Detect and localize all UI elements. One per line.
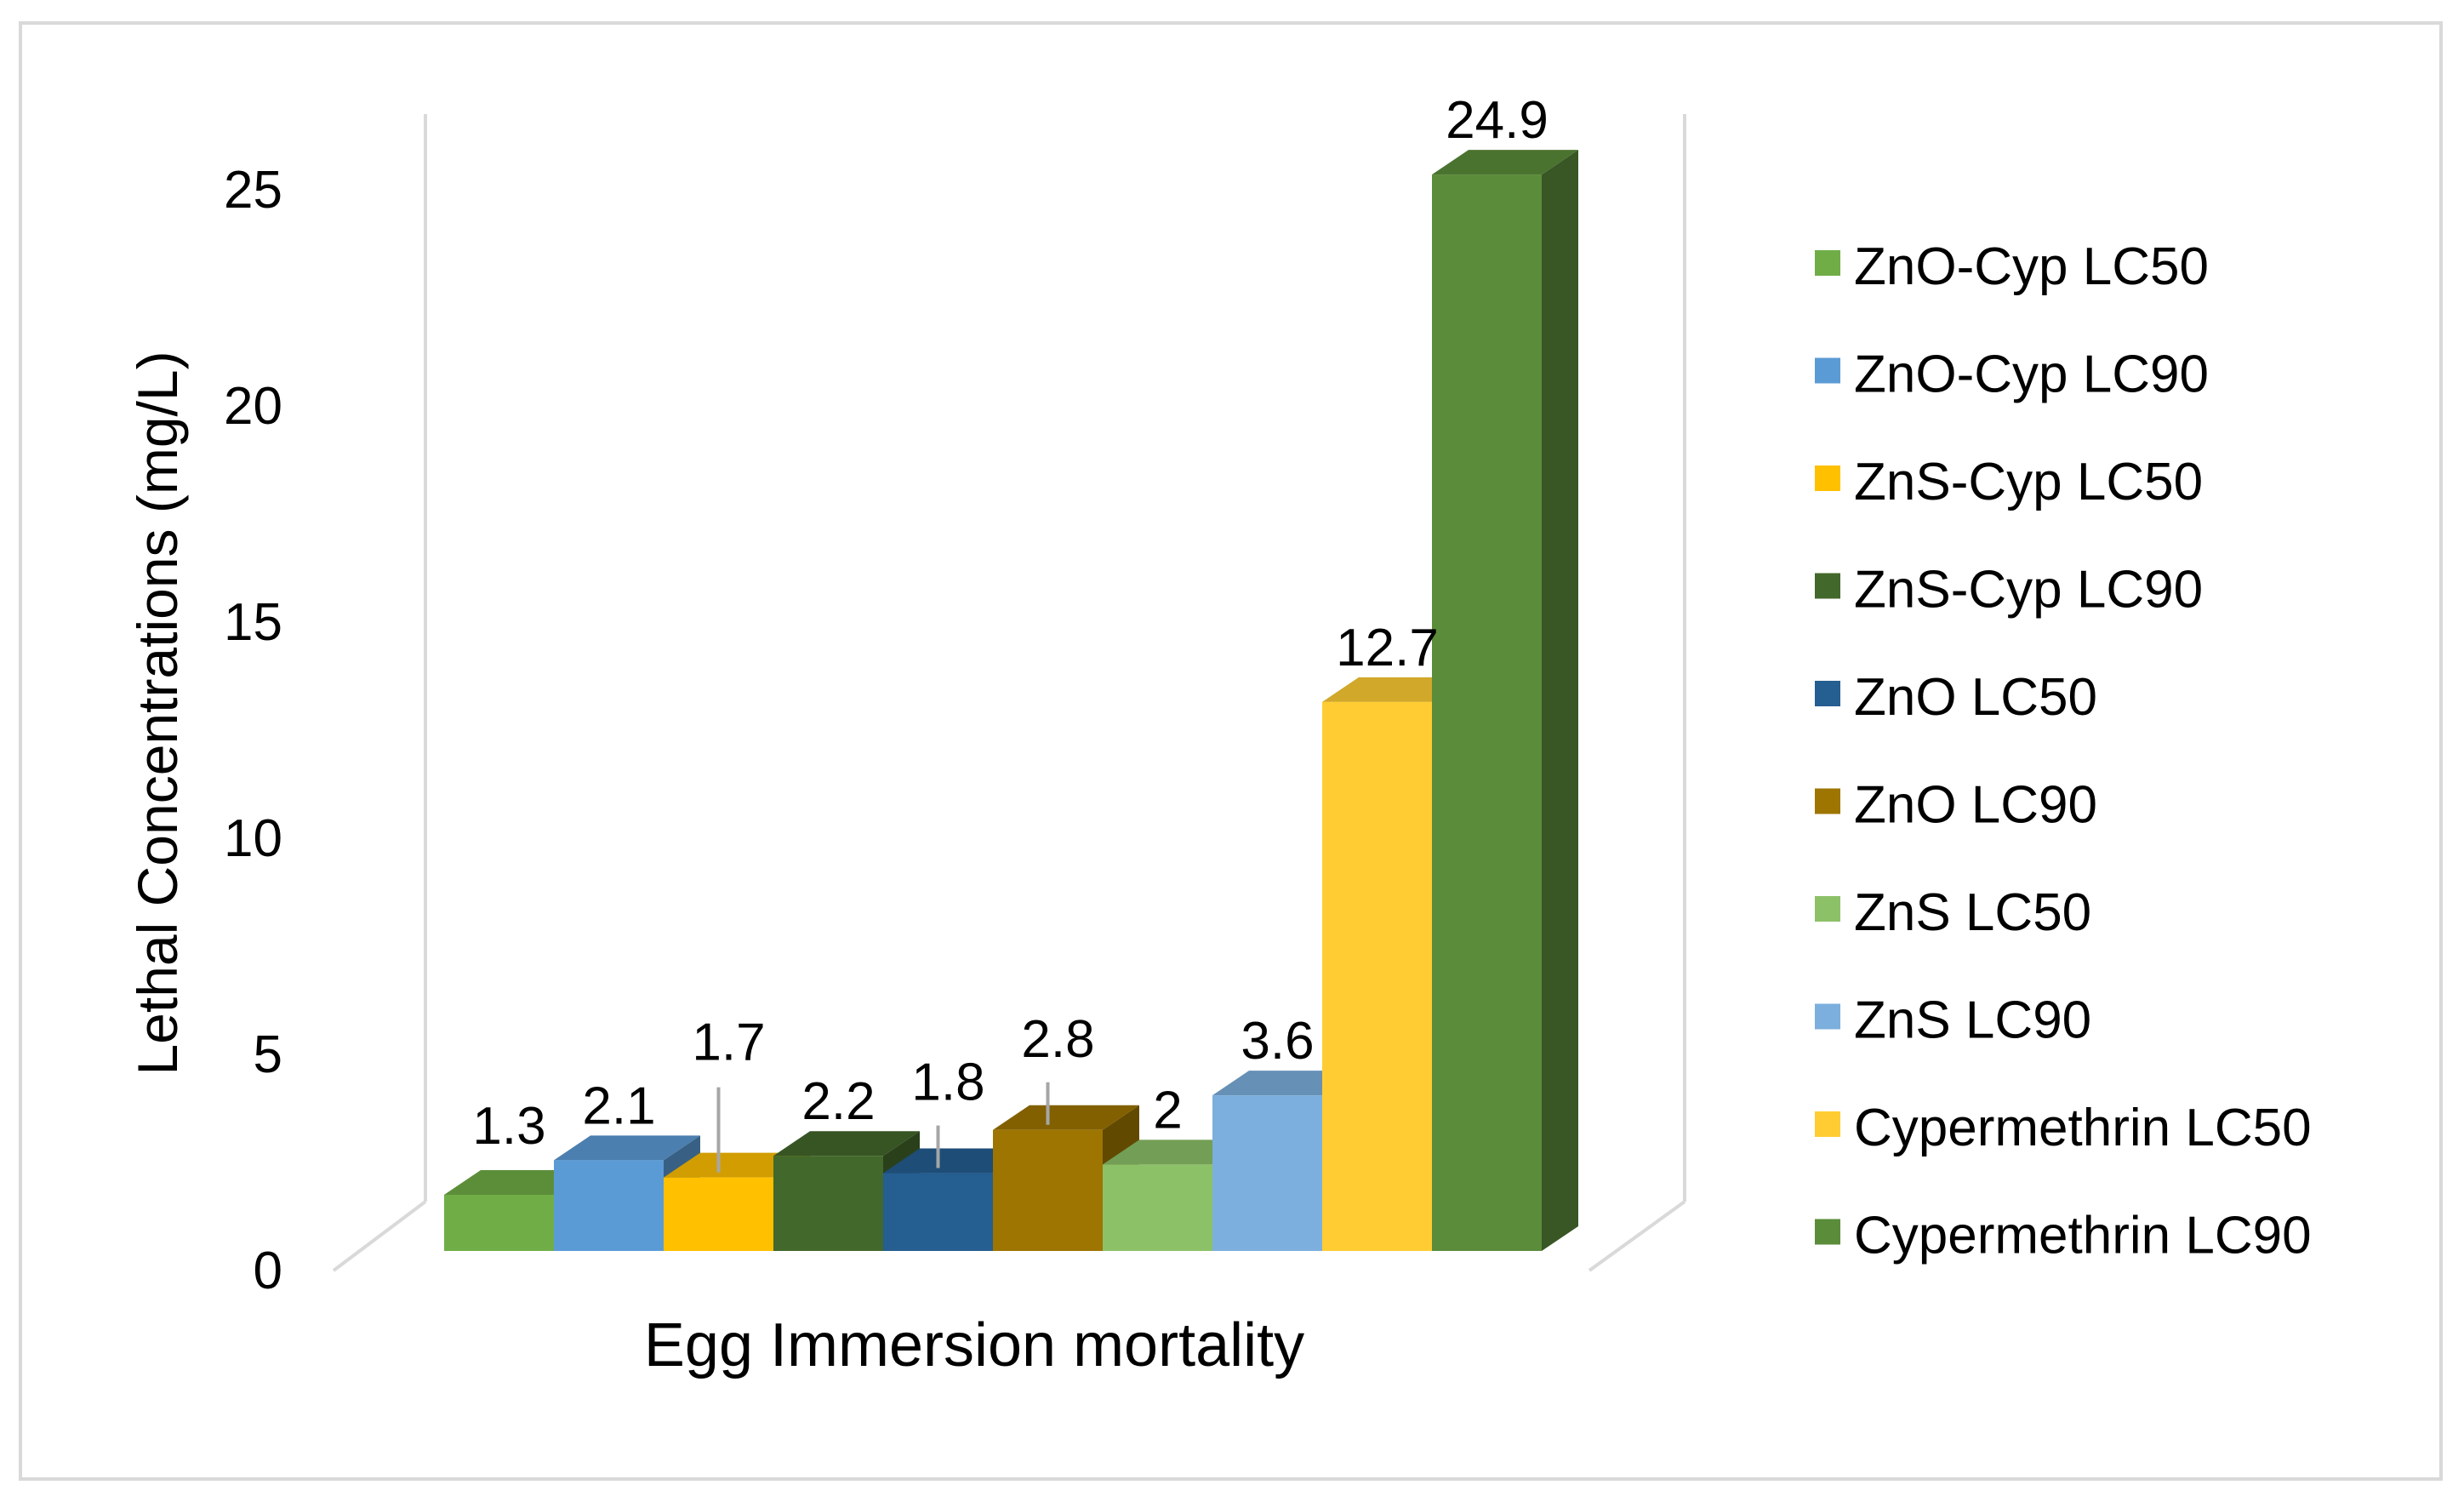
legend-item: ZnO LC90 bbox=[1815, 776, 2097, 835]
y-tick-label: 25 bbox=[224, 161, 282, 220]
bar-side bbox=[1542, 150, 1578, 1252]
data-label: 2 bbox=[1153, 1081, 1182, 1139]
bar-front bbox=[993, 1129, 1103, 1251]
legend-item: Cypermethrin LC90 bbox=[1815, 1207, 2312, 1265]
data-label: 2.1 bbox=[582, 1077, 655, 1135]
legend-item: ZnO-Cyp LC50 bbox=[1815, 237, 2209, 296]
legend-label: ZnO LC50 bbox=[1854, 668, 2097, 727]
legend-label: ZnO-Cyp LC90 bbox=[1854, 346, 2209, 404]
legend-swatch bbox=[1815, 1219, 1840, 1245]
legend-item: ZnS-Cyp LC50 bbox=[1815, 453, 2203, 511]
bar-top bbox=[993, 1105, 1139, 1130]
legend-item: ZnS LC50 bbox=[1815, 883, 2091, 942]
bar-front bbox=[883, 1173, 993, 1251]
legend-swatch bbox=[1815, 250, 1840, 276]
legend-item: ZnO LC50 bbox=[1815, 668, 2097, 727]
legend: ZnO-Cyp LC50 ZnO-Cyp LC90 ZnS-Cyp LC50 ZnS-… bbox=[1815, 237, 2312, 1265]
legend-label: ZnS-Cyp LC90 bbox=[1854, 561, 2203, 620]
legend-swatch bbox=[1815, 357, 1840, 384]
data-label: 1.3 bbox=[472, 1097, 545, 1156]
data-label: 12.7 bbox=[1336, 619, 1439, 677]
bar-front bbox=[554, 1160, 664, 1251]
legend-label: ZnO-Cyp LC50 bbox=[1854, 237, 2209, 296]
bar-front bbox=[1103, 1164, 1212, 1251]
legend-swatch bbox=[1815, 788, 1840, 814]
legend-label: Cypermethrin LC50 bbox=[1854, 1099, 2312, 1157]
floor-right-edge bbox=[1588, 1200, 1686, 1272]
plot-walls bbox=[332, 114, 1686, 1272]
data-label: 2.8 bbox=[1021, 1010, 1094, 1069]
legend-swatch bbox=[1815, 1111, 1840, 1137]
legend-swatch bbox=[1815, 681, 1840, 706]
y-tick-label: 10 bbox=[224, 809, 282, 868]
legend-label: ZnS LC50 bbox=[1854, 883, 2091, 942]
legend-label: ZnS-Cyp LC50 bbox=[1854, 453, 2203, 511]
legend-label: ZnS LC90 bbox=[1854, 991, 2091, 1050]
data-label: 24.9 bbox=[1446, 91, 1549, 150]
data-label: 1.7 bbox=[692, 1014, 765, 1072]
bar-top bbox=[554, 1135, 700, 1161]
floor-left-edge bbox=[332, 1200, 427, 1272]
y-tick-label: 5 bbox=[254, 1025, 282, 1084]
bar-front bbox=[773, 1156, 883, 1251]
data-label: 1.8 bbox=[911, 1054, 984, 1112]
legend-swatch bbox=[1815, 465, 1840, 491]
bar-front bbox=[444, 1194, 554, 1251]
bar-cypermethrin-lc90 bbox=[1432, 150, 1578, 1252]
y-tick-label: 15 bbox=[224, 593, 282, 652]
bar-front bbox=[1432, 174, 1542, 1252]
x-axis-title: Egg Immersion mortality bbox=[644, 1311, 1304, 1379]
legend-item: ZnO-Cyp LC90 bbox=[1815, 346, 2209, 404]
y-tick-label: 0 bbox=[254, 1242, 282, 1300]
data-labels: 1.3 2.1 1.7 2.2 1.8 2.8 2 3.6 12.7 24.9 bbox=[472, 91, 1548, 1156]
legend-item: Cypermethrin LC50 bbox=[1815, 1099, 2312, 1157]
legend-swatch bbox=[1815, 896, 1840, 922]
bar-top bbox=[1432, 150, 1578, 175]
legend-item: ZnS-Cyp LC90 bbox=[1815, 561, 2203, 620]
bar-front bbox=[664, 1177, 773, 1251]
bar-front bbox=[1212, 1095, 1322, 1251]
bar-top bbox=[773, 1131, 920, 1156]
data-label: 2.2 bbox=[801, 1072, 875, 1131]
data-label: 3.6 bbox=[1241, 1012, 1314, 1071]
bars bbox=[444, 150, 1578, 1252]
legend-swatch bbox=[1815, 1003, 1840, 1030]
y-axis: 0 5 10 15 20 25 bbox=[224, 161, 282, 1300]
legend-swatch bbox=[1815, 573, 1840, 599]
legend-label: ZnO LC90 bbox=[1854, 776, 2097, 835]
legend-item: ZnS LC90 bbox=[1815, 991, 2091, 1050]
bar-front bbox=[1322, 701, 1432, 1251]
y-tick-label: 20 bbox=[224, 377, 282, 436]
legend-label: Cypermethrin LC90 bbox=[1854, 1207, 2312, 1265]
y-axis-title: Lethal Concentrations (mg/L) bbox=[126, 351, 189, 1075]
